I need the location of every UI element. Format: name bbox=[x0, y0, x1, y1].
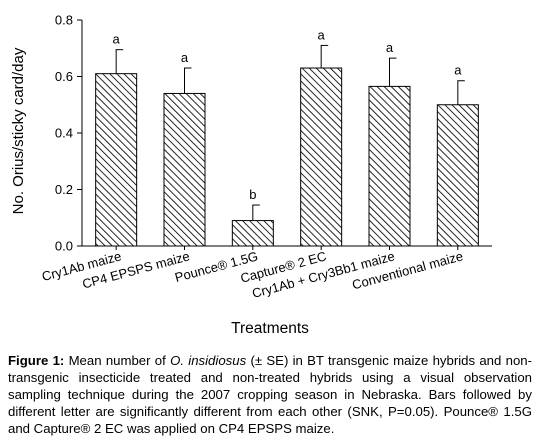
significance-letter: a bbox=[318, 27, 326, 42]
significance-letter: a bbox=[181, 50, 189, 65]
y-axis-label: No. Orius/sticky card/day bbox=[10, 47, 27, 214]
bar bbox=[300, 67, 343, 247]
bar bbox=[436, 104, 479, 247]
y-tick-label: 0.8 bbox=[55, 13, 73, 28]
bar bbox=[95, 73, 138, 247]
bar bbox=[368, 85, 411, 247]
y-tick-label: 0.0 bbox=[55, 239, 73, 254]
y-axis: 0.0 0.2 0.4 0.6 0.8 bbox=[55, 13, 83, 254]
significance-letter: b bbox=[249, 187, 256, 202]
y-tick-label: 0.2 bbox=[55, 182, 73, 197]
figure-caption-text-2: (± SE) in BT transgenic maize hybrids an… bbox=[8, 353, 533, 436]
x-axis-label: Treatments bbox=[231, 320, 309, 337]
significance-letter: a bbox=[113, 32, 121, 47]
y-tick-label: 0.4 bbox=[55, 126, 73, 141]
y-tick-label: 0.6 bbox=[55, 69, 73, 84]
figure-caption-label: Figure 1: bbox=[8, 353, 65, 368]
bar bbox=[163, 92, 206, 247]
bar bbox=[231, 220, 274, 247]
figure-caption-text-1: Mean number of bbox=[64, 353, 171, 368]
figure-caption-species: O. insidiosus bbox=[170, 353, 247, 368]
significance-letter: a bbox=[386, 40, 394, 55]
bars-group: a a b a a a bbox=[95, 27, 479, 247]
figure-caption: Figure 1: Mean number of O. insidiosus (… bbox=[8, 352, 532, 437]
significance-letter: a bbox=[454, 63, 462, 78]
